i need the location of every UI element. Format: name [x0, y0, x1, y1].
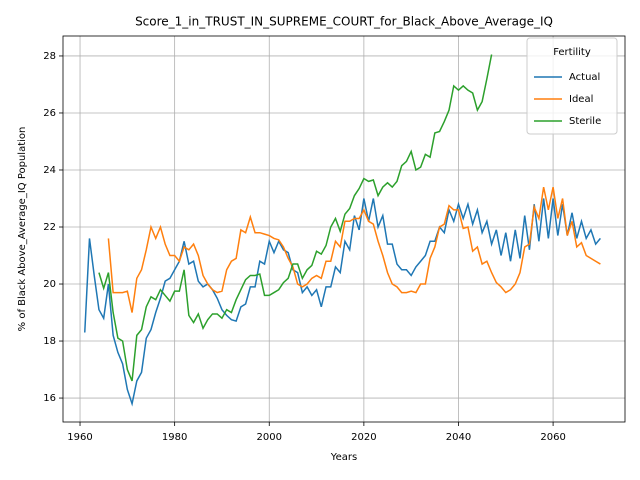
y-tick-label: 16	[43, 393, 56, 404]
x-tick-label: 2060	[540, 432, 565, 443]
y-tick-label: 26	[43, 108, 56, 119]
x-tick-label: 2020	[351, 432, 376, 443]
data-line	[84, 198, 601, 407]
x-tick-label: 2000	[257, 432, 282, 443]
y-tick-label: 18	[43, 336, 56, 347]
data-line	[107, 186, 601, 313]
y-axis-label: % of Black Above_Average_IQ Population	[17, 127, 28, 332]
y-tick-label: 24	[43, 165, 56, 176]
legend-label: Actual	[569, 72, 600, 83]
x-tick-label: 1980	[162, 432, 187, 443]
legend-label: Ideal	[569, 94, 593, 105]
x-tick-label: 1960	[67, 432, 92, 443]
x-tick-label: 2040	[446, 432, 471, 443]
y-tick-label: 20	[43, 279, 56, 290]
y-tick-label: 28	[43, 51, 56, 62]
legend-box	[526, 37, 618, 135]
chart-title: Score_1_in_TRUST_IN_SUPREME_COURT_for_Bl…	[135, 15, 553, 29]
legend-label: Sterile	[569, 116, 601, 127]
legend-title: Fertility	[553, 47, 591, 58]
data-line	[98, 54, 493, 382]
x-axis-label: Years	[330, 452, 357, 463]
y-tick-label: 22	[43, 222, 56, 233]
plot-frame	[62, 35, 626, 423]
